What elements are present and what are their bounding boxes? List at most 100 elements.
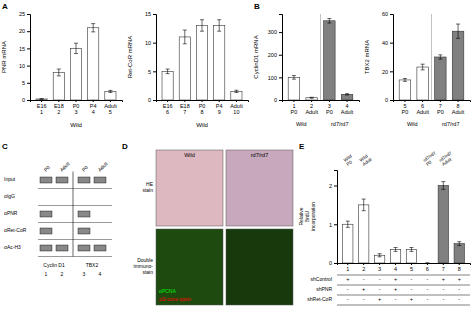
- tick-label: 5: [410, 266, 413, 272]
- bar: [36, 99, 47, 100]
- text-line: P4: [90, 103, 97, 109]
- band: [94, 245, 106, 251]
- y-axis: 051015: [145, 11, 157, 103]
- band: [40, 245, 52, 251]
- table-row-label: shControl: [311, 276, 332, 282]
- tick-mark: [334, 224, 337, 225]
- axis-line: [394, 101, 471, 103]
- plot-area: [162, 20, 242, 100]
- tick-label: E161: [37, 103, 47, 115]
- tick: 5P0: [402, 100, 409, 115]
- row-label: αRet-CoR: [4, 227, 27, 233]
- bar: [179, 37, 190, 100]
- tick: E166: [163, 100, 173, 115]
- error-bar: [91, 24, 95, 32]
- tick-label: 300: [268, 29, 277, 35]
- tick: 40: [382, 40, 393, 46]
- divider: [320, 14, 321, 100]
- axis-title: Ret-CoR mRNA: [127, 36, 133, 79]
- row-label: HEstain: [142, 181, 153, 193]
- tick-mark: [411, 263, 412, 265]
- tick-label: 8: [458, 266, 461, 272]
- tick: 100: [268, 75, 282, 81]
- lane-number: 2: [61, 271, 64, 277]
- tick-label: 6Adult: [416, 103, 429, 115]
- tick: 0: [22, 97, 30, 103]
- bar: [452, 31, 464, 100]
- divider: [431, 14, 432, 100]
- text-line: 1: [346, 266, 349, 272]
- tick: 20: [382, 69, 393, 75]
- tick-mark: [219, 100, 220, 102]
- tick: 5: [22, 80, 30, 86]
- band: [94, 177, 106, 183]
- annotation: WildAdult: [359, 152, 374, 167]
- bar: [306, 98, 318, 100]
- bar: [324, 21, 336, 100]
- band: [40, 228, 52, 234]
- tick-mark: [404, 100, 405, 102]
- table-cell: -: [363, 296, 365, 302]
- bar: [438, 186, 448, 264]
- error-bar: [166, 69, 170, 74]
- bar: [288, 77, 300, 100]
- x-axis: 1P02Adult3P04Adult: [283, 100, 360, 115]
- divider: [73, 172, 74, 257]
- tick: 60: [382, 11, 393, 17]
- panel-label: A: [2, 2, 8, 11]
- tick-label: 200: [268, 52, 277, 58]
- tick: 3P0: [326, 100, 333, 115]
- tick-mark: [27, 14, 30, 15]
- band: [40, 177, 52, 183]
- bar-chart: 051015E166E187P08P49Adult10Ret-CoR mRNAW…: [127, 11, 249, 128]
- tick: 10: [19, 63, 30, 69]
- table-rule: [337, 295, 470, 296]
- tick-mark: [390, 43, 393, 44]
- table-cell: -: [442, 296, 444, 302]
- error-bar: [378, 254, 382, 257]
- tick-label: 10: [145, 40, 151, 46]
- axis-line: [279, 15, 283, 101]
- tick-mark: [41, 100, 42, 102]
- row-rule: [38, 256, 112, 257]
- bar: [88, 28, 99, 100]
- tick: Adult5: [104, 100, 117, 115]
- column-label: rd7/rd7: [251, 152, 268, 158]
- text-line: stain: [142, 269, 153, 275]
- axis-line: [153, 15, 157, 101]
- axis-line: [31, 101, 123, 103]
- image-panel: [156, 150, 223, 226]
- tick-label: 0: [22, 97, 25, 103]
- plot-area: [399, 14, 464, 100]
- tick-label: 0: [329, 260, 332, 266]
- tick-mark: [347, 263, 348, 265]
- tick-mark: [395, 263, 396, 265]
- table-cell: -: [363, 276, 365, 282]
- error-bar: [108, 90, 112, 92]
- table-cell: +: [458, 276, 461, 282]
- tick: 8: [458, 263, 461, 272]
- tick-mark: [153, 43, 156, 44]
- table-rule: [337, 285, 470, 286]
- tick-label: 0: [274, 97, 277, 103]
- band: [56, 245, 68, 251]
- tick: 7P0: [437, 100, 444, 115]
- table-cell: -: [426, 286, 428, 292]
- tick-mark: [279, 32, 282, 33]
- tick-label: 2: [362, 266, 365, 272]
- row-rule: [38, 239, 112, 240]
- text-line: E16: [37, 103, 47, 109]
- error-bar: [57, 69, 61, 76]
- text-line: stain: [142, 187, 153, 193]
- error-bar: [421, 64, 425, 70]
- blot: P0AdultP0AdultInputαIgGαPNRαRet-CoRαAc-H…: [4, 160, 112, 277]
- tick-label: 15: [19, 46, 25, 52]
- table-cell: +: [378, 296, 381, 302]
- tick: 4: [394, 263, 397, 272]
- error-bar: [234, 90, 238, 92]
- error-bar: [425, 263, 429, 264]
- error-bar: [310, 97, 314, 99]
- tick: E161: [37, 100, 47, 115]
- background: [0, 0, 474, 309]
- tick-mark: [427, 263, 428, 265]
